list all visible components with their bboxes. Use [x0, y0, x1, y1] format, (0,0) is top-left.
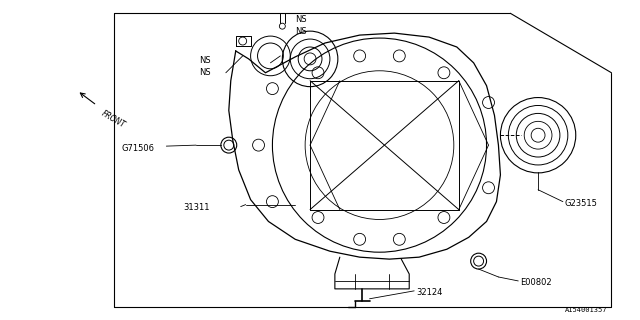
Text: FRONT: FRONT: [100, 108, 127, 129]
Text: NS: NS: [295, 15, 307, 24]
Text: A154001357: A154001357: [565, 307, 607, 313]
Text: NS: NS: [295, 27, 307, 36]
Text: E00802: E00802: [520, 278, 552, 287]
Text: NS: NS: [199, 68, 211, 77]
Text: 32124: 32124: [416, 288, 442, 297]
Text: 31311: 31311: [183, 203, 210, 212]
Text: NS: NS: [199, 56, 211, 65]
Text: G71506: G71506: [122, 144, 155, 153]
Text: G23515: G23515: [565, 199, 598, 208]
